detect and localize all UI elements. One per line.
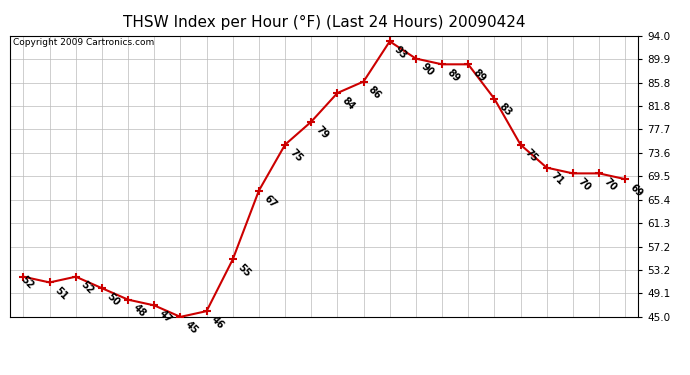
- Text: 13:00: 13:00: [359, 332, 368, 363]
- Text: 75: 75: [288, 147, 304, 164]
- Text: 69: 69: [628, 182, 644, 198]
- Text: 07:00: 07:00: [201, 332, 212, 363]
- Text: 75: 75: [523, 147, 540, 164]
- Text: 79: 79: [314, 124, 331, 141]
- Text: 71: 71: [549, 170, 566, 187]
- Text: 21:00: 21:00: [568, 332, 578, 363]
- Text: 12:00: 12:00: [333, 332, 342, 363]
- Text: 47: 47: [157, 308, 174, 325]
- Text: 90: 90: [419, 62, 435, 78]
- Text: 93: 93: [393, 44, 409, 61]
- Text: 48: 48: [131, 302, 148, 319]
- Text: 14:00: 14:00: [385, 332, 395, 363]
- Text: 84: 84: [340, 96, 357, 112]
- Text: 16:00: 16:00: [437, 332, 447, 363]
- Text: 22:00: 22:00: [594, 332, 604, 363]
- Text: 10:00: 10:00: [280, 332, 290, 363]
- Text: 70: 70: [575, 176, 592, 193]
- Text: THSW Index per Hour (°F) (Last 24 Hours) 20090424: THSW Index per Hour (°F) (Last 24 Hours)…: [123, 15, 526, 30]
- Text: 03:00: 03:00: [97, 332, 107, 363]
- Text: 83: 83: [497, 102, 514, 118]
- Text: 52: 52: [79, 279, 95, 296]
- Text: 23:00: 23:00: [620, 332, 630, 363]
- Text: 67: 67: [262, 194, 278, 210]
- Text: 11:00: 11:00: [306, 332, 316, 363]
- Text: 02:00: 02:00: [71, 332, 81, 363]
- Text: 50: 50: [105, 291, 121, 308]
- Text: 89: 89: [471, 67, 488, 84]
- Text: 15:00: 15:00: [411, 332, 421, 363]
- Text: 09:00: 09:00: [254, 332, 264, 363]
- Text: 19:00: 19:00: [515, 332, 526, 363]
- Text: 51: 51: [52, 285, 69, 302]
- Text: 20:00: 20:00: [542, 332, 552, 363]
- Text: 45: 45: [183, 320, 200, 336]
- Text: 06:00: 06:00: [175, 332, 186, 363]
- Text: 05:00: 05:00: [149, 332, 159, 363]
- Text: 55: 55: [235, 262, 252, 279]
- Text: 17:00: 17:00: [463, 332, 473, 363]
- Text: 00:00: 00:00: [19, 332, 28, 363]
- Text: 46: 46: [209, 314, 226, 330]
- Text: 18:00: 18:00: [489, 332, 500, 363]
- Text: 04:00: 04:00: [123, 332, 133, 363]
- Text: 01:00: 01:00: [45, 332, 55, 363]
- Text: 70: 70: [602, 176, 618, 193]
- Text: Copyright 2009 Cartronics.com: Copyright 2009 Cartronics.com: [14, 39, 155, 48]
- Text: 52: 52: [19, 274, 36, 291]
- Text: 89: 89: [445, 67, 462, 84]
- Text: 08:00: 08:00: [228, 332, 238, 363]
- Text: 86: 86: [366, 84, 383, 101]
